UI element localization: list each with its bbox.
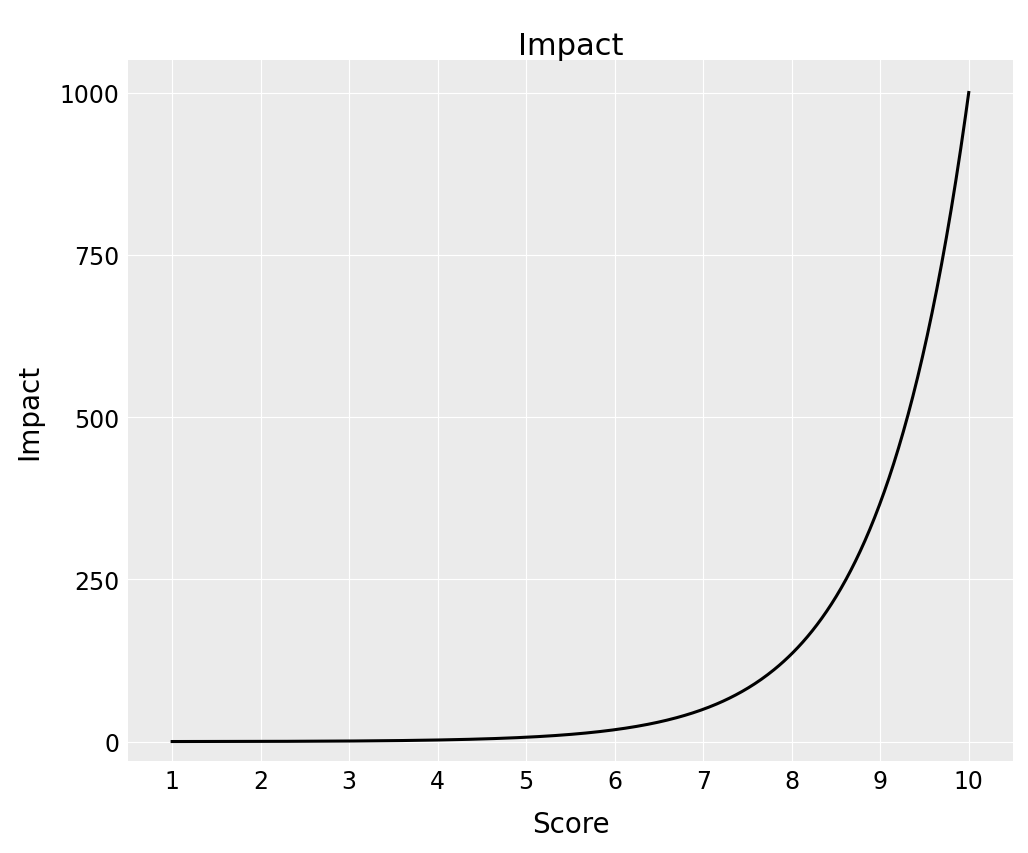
Y-axis label: Impact: Impact (15, 363, 43, 459)
Title: Impact: Impact (518, 32, 623, 61)
X-axis label: Score: Score (531, 810, 610, 838)
